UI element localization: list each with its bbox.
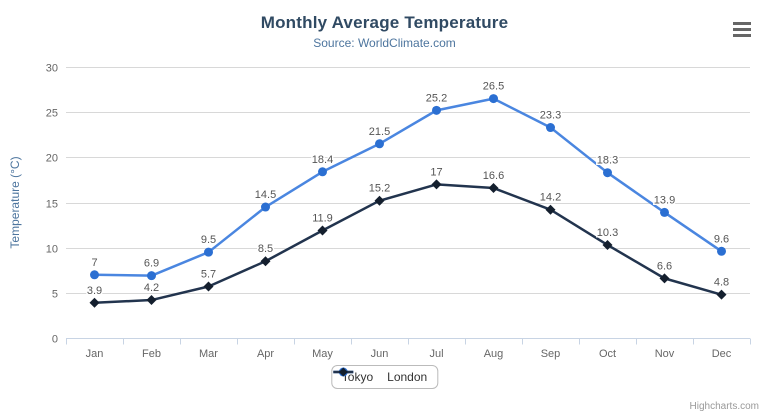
data-label: 4.8 [714,277,729,289]
export-menu-button[interactable] [731,18,753,40]
data-label: 8.5 [258,243,273,255]
data-label: 9.5 [201,234,216,246]
point-tokyo-sep[interactable] [546,123,555,133]
point-london-aug[interactable] [488,183,499,194]
legend: Tokyo London [330,365,439,389]
point-london-sep[interactable] [545,204,556,215]
point-london-nov[interactable] [659,273,670,284]
data-label: 23.3 [540,110,561,122]
y-axis-tick-label: 0 [52,334,58,346]
y-axis-title: Temperature (°C) [8,156,22,248]
data-label: 4.2 [144,282,159,294]
data-label: 13.9 [654,194,675,206]
point-london-apr[interactable] [260,256,271,267]
data-label: 7 [91,257,97,269]
point-london-oct[interactable] [602,239,613,250]
x-axis-tick-label: May [312,348,333,360]
data-label: 26.5 [483,81,504,93]
point-london-jul[interactable] [431,179,442,190]
data-label: 5.7 [201,269,216,281]
data-label: 25.2 [426,92,447,104]
x-axis-tick-label: Mar [199,348,218,360]
data-label: 15.2 [369,183,390,195]
series-line-london [93,183,723,305]
data-label: 18.4 [312,154,333,166]
legend-label: Tokyo [341,370,374,384]
x-axis-tick-label: Apr [257,348,274,360]
point-tokyo-nov[interactable] [660,207,669,217]
point-tokyo-apr[interactable] [261,202,270,212]
y-axis-tick-label: 15 [46,199,58,211]
data-label: 3.9 [87,285,102,297]
diamond-marker-icon [332,367,353,377]
hamburger-menu-icon [733,33,751,37]
y-axis-tick-label: 5 [52,289,58,301]
chart-subtitle: Source: WorldClimate.com [313,36,456,50]
x-axis-tick-label: Nov [655,348,675,360]
point-london-mar[interactable] [203,281,214,292]
x-axis-tick-label: Oct [599,348,616,360]
point-london-jan[interactable] [89,297,100,308]
data-label: 14.2 [540,192,561,204]
point-london-feb[interactable] [146,295,157,306]
x-axis-tick-label: Jan [86,348,104,360]
x-axis-tick-label: Sep [541,348,561,360]
point-tokyo-may[interactable] [318,167,327,177]
hamburger-menu-icon [733,21,751,25]
y-axis-tick-label: 20 [46,153,58,165]
data-label: 11.9 [312,213,333,225]
data-label: 16.6 [483,170,504,182]
data-label: 10.3 [597,227,618,239]
chart-title: Monthly Average Temperature [260,13,509,32]
point-london-dec[interactable] [716,289,727,300]
legend-label: London [387,370,428,384]
data-label: 6.9 [144,258,159,270]
series-line-tokyo [93,97,723,277]
hamburger-menu-icon [733,27,751,31]
y-axis-tick-label: 30 [46,63,58,75]
point-tokyo-aug[interactable] [489,94,498,104]
point-tokyo-oct[interactable] [603,168,612,178]
point-tokyo-jul[interactable] [432,105,441,115]
y-axis-tick-label: 10 [46,244,58,256]
data-label: 17 [430,166,442,178]
data-label: 14.5 [255,189,276,201]
point-tokyo-jun[interactable] [375,139,384,149]
data-label: 9.6 [714,233,729,245]
point-tokyo-jan[interactable] [90,270,99,280]
point-tokyo-mar[interactable] [204,247,213,257]
point-london-jun[interactable] [374,195,385,206]
x-axis-tick-label: Dec [712,348,732,360]
x-axis-tick-label: Jun [371,348,389,360]
x-axis-tick-label: Jul [429,348,443,360]
data-label: 18.3 [597,155,618,167]
data-label: 6.6 [657,260,672,272]
x-axis-tick-label: Aug [484,348,504,360]
y-axis-tick-label: 25 [46,108,58,120]
point-tokyo-dec[interactable] [717,246,726,256]
credits-link[interactable]: Highcharts.com [689,401,759,412]
data-label: 21.5 [369,126,390,138]
legend-item-london[interactable]: London [332,367,428,384]
point-tokyo-feb[interactable] [147,271,156,281]
point-london-may[interactable] [317,225,328,236]
x-axis-tick-label: Feb [142,348,161,360]
